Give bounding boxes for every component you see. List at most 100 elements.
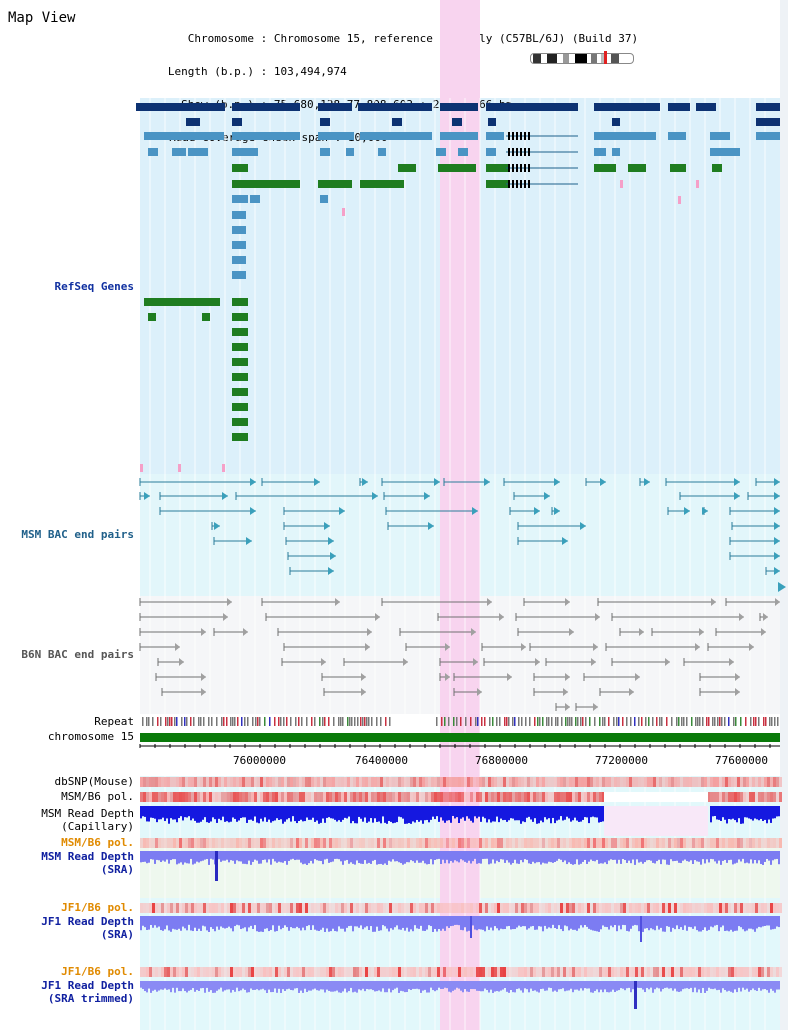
bac-end-arrow <box>471 628 476 636</box>
depth-bar <box>354 806 356 824</box>
depth-bar <box>778 806 780 817</box>
heat-cell <box>239 967 242 977</box>
depth-bar <box>568 916 570 931</box>
heat-cell <box>284 777 287 787</box>
depth-bar <box>660 916 662 928</box>
depth-bar <box>718 916 720 932</box>
depth-bar <box>266 916 268 929</box>
heat-cell <box>368 792 371 802</box>
heat-cell <box>578 792 581 802</box>
depth-bar <box>646 981 648 988</box>
depth-bar <box>324 981 326 993</box>
heat-cell <box>293 792 296 802</box>
depth-bar <box>224 981 226 991</box>
depth-bar <box>378 981 380 991</box>
heat-cell <box>572 967 575 977</box>
repeat-mark <box>376 717 378 726</box>
heat-cell <box>428 967 431 977</box>
heat-cell <box>557 903 560 913</box>
exon-mark <box>528 180 530 188</box>
jf1-trim-depth-sublabel: (SRA trimmed) <box>47 992 134 1005</box>
heat-cell <box>524 838 527 848</box>
heat-cell <box>647 777 650 787</box>
heat-cell <box>182 838 185 848</box>
heat-cell <box>167 967 170 977</box>
heat-cell <box>242 777 245 787</box>
heat-cell <box>206 967 209 977</box>
heat-cell <box>245 792 248 802</box>
depth-bar <box>382 916 384 926</box>
heat-cell <box>737 792 740 802</box>
heat-cell <box>410 967 413 977</box>
depth-bar <box>528 806 530 817</box>
depth-bar <box>660 851 662 865</box>
heat-cell <box>365 838 368 848</box>
heat-cell <box>518 967 521 977</box>
heat-cell <box>737 838 740 848</box>
depth-bar <box>542 806 544 823</box>
repeat-mark <box>152 717 154 726</box>
heat-cell <box>479 777 482 787</box>
depth-bar <box>334 806 336 820</box>
bac-end-arrow <box>223 613 228 621</box>
repeat-mark <box>389 717 391 726</box>
depth-bar <box>776 851 778 859</box>
depth-bar <box>600 851 602 864</box>
repeat-mark <box>648 717 650 726</box>
depth-bar <box>712 851 714 860</box>
heat-cell <box>764 792 767 802</box>
repeat-mark <box>706 717 708 726</box>
heat-cell <box>668 838 671 848</box>
depth-bar <box>662 851 664 860</box>
depth-bar <box>690 851 692 861</box>
heat-cell <box>317 838 320 848</box>
depth-bar <box>204 806 206 818</box>
heat-cell <box>263 838 266 848</box>
heat-cell <box>524 777 527 787</box>
repeat-mark <box>200 717 202 726</box>
depth-bar <box>698 851 700 862</box>
depth-bar <box>612 851 614 860</box>
depth-bar <box>562 806 564 821</box>
heat-cell <box>269 903 272 913</box>
gene-feature <box>232 418 248 426</box>
depth-bar <box>434 981 436 992</box>
depth-bar <box>424 981 426 990</box>
depth-bar <box>758 851 760 861</box>
depth-bar <box>268 981 270 990</box>
depth-bar <box>676 851 678 861</box>
heat-cell <box>698 777 701 787</box>
heat-cell <box>287 903 290 913</box>
depth-bar <box>468 916 470 931</box>
repeat-mark <box>735 717 737 726</box>
depth-bar <box>322 806 324 819</box>
depth-bar <box>296 981 298 989</box>
heat-cell <box>248 792 251 802</box>
depth-bar <box>778 981 780 990</box>
depth-bar <box>242 851 244 864</box>
heat-cell <box>458 903 461 913</box>
depth-bar <box>508 981 510 993</box>
heat-cell <box>716 967 719 977</box>
depth-bar <box>624 916 626 926</box>
depth-bar <box>572 851 574 865</box>
depth-bar <box>256 916 258 932</box>
depth-bar <box>336 851 338 859</box>
heat-cell <box>758 777 761 787</box>
heat-cell <box>407 903 410 913</box>
heat-cell <box>620 903 623 913</box>
heat-cell <box>734 967 737 977</box>
gene-feature <box>232 103 300 111</box>
heat-cell <box>752 967 755 977</box>
depth-bar <box>176 851 178 865</box>
heat-cell <box>701 777 704 787</box>
heat-cell <box>614 903 617 913</box>
heat-cell <box>656 777 659 787</box>
depth-bar <box>346 981 348 993</box>
heat-cell <box>377 967 380 977</box>
heat-cell <box>605 777 608 787</box>
heat-cell <box>323 903 326 913</box>
depth-bar <box>372 916 374 932</box>
heat-cell <box>551 903 554 913</box>
